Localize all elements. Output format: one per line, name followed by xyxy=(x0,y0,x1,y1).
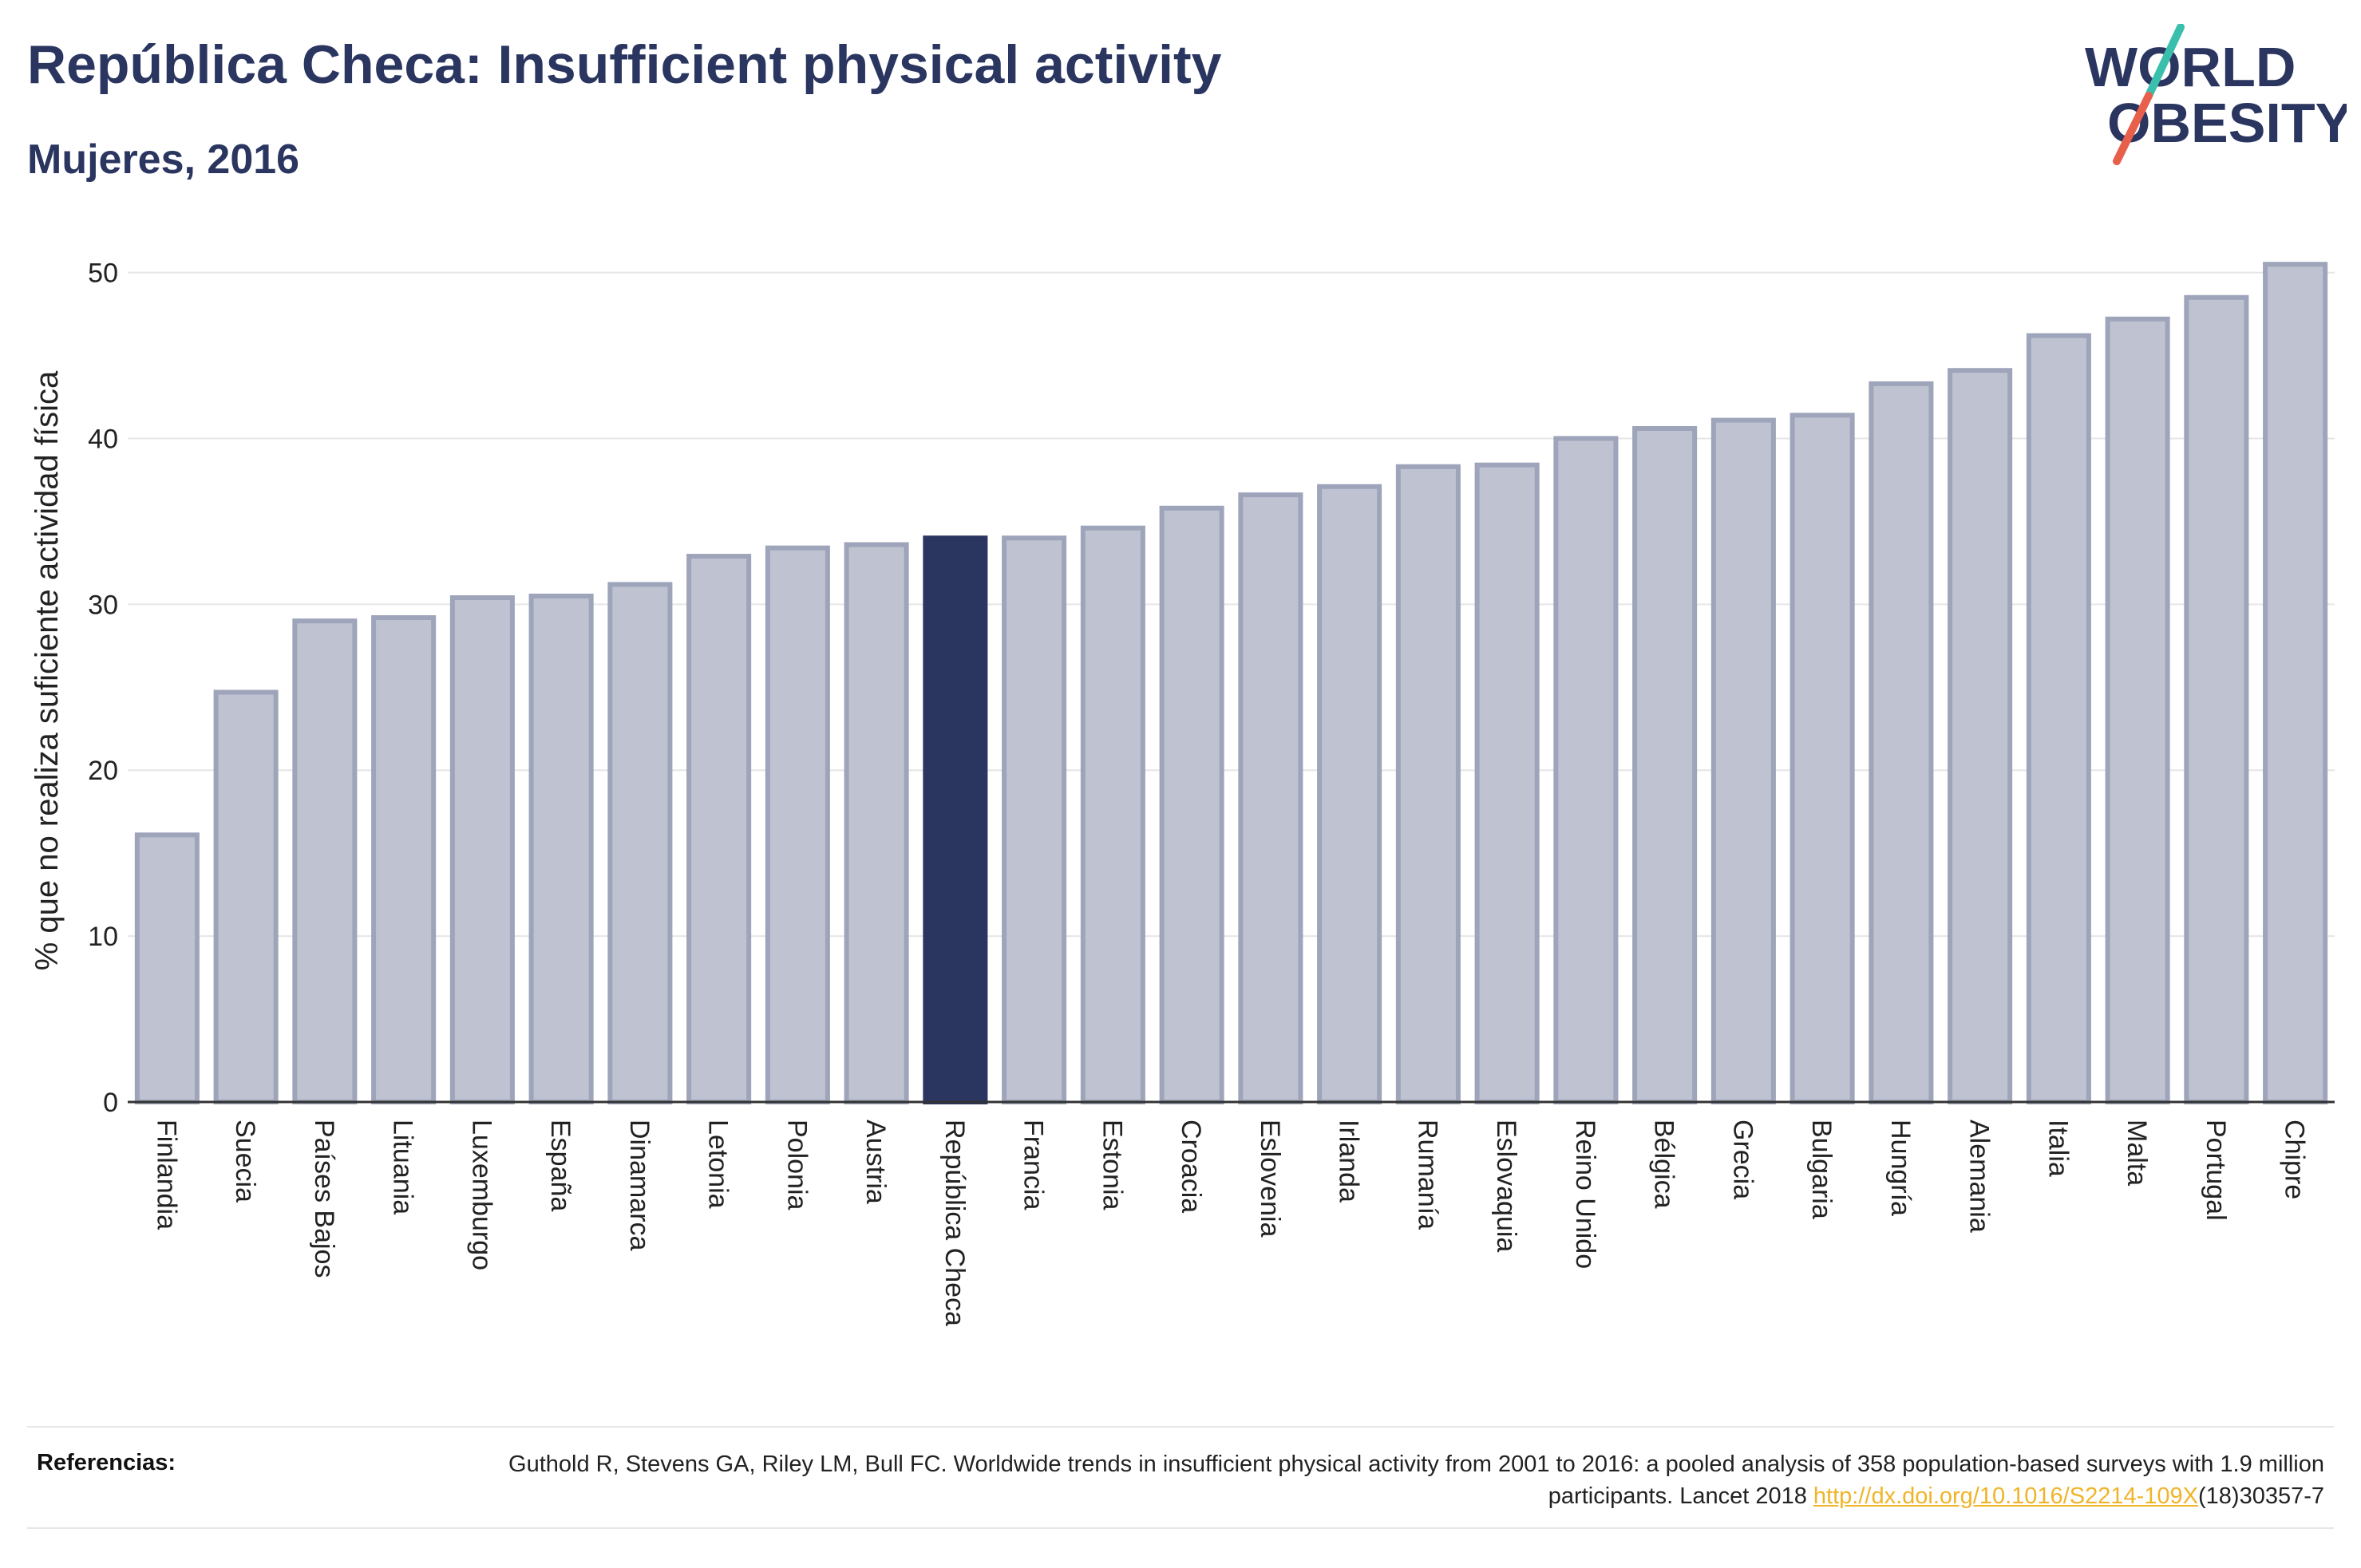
x-tick-label: Croacia xyxy=(1176,1120,1206,1213)
bar-17 xyxy=(1474,462,1540,1104)
references-text: Guthold R, Stevens GA, Riley LM, Bull FC… xyxy=(488,1448,2324,1512)
bar-12 xyxy=(1080,525,1145,1104)
bar-14 xyxy=(1238,492,1303,1104)
bar-13 xyxy=(1159,505,1224,1104)
x-tick-label: Francia xyxy=(1018,1120,1049,1210)
logo-slash-coral xyxy=(2113,92,2153,165)
x-tick-label: Letonia xyxy=(703,1120,734,1209)
bar-16 xyxy=(1395,464,1461,1104)
logo-slash-teal xyxy=(2145,24,2185,100)
y-tick-label: 40 xyxy=(88,424,118,454)
bar-3 xyxy=(371,614,437,1104)
references-citation: Guthold R, Stevens GA, Riley LM, Bull FC… xyxy=(508,1451,2324,1509)
bar-21 xyxy=(1790,413,1855,1104)
x-tick-label: Chipre xyxy=(2280,1120,2310,1199)
x-tick-label: Polonia xyxy=(781,1120,812,1211)
bar-10 xyxy=(923,535,988,1104)
world-obesity-logo: WORLD OBESITY xyxy=(2085,24,2347,165)
x-tick-label: Estonia xyxy=(1097,1120,1127,1210)
bar-27 xyxy=(2263,262,2328,1104)
y-tick-label: 30 xyxy=(88,590,118,620)
y-axis-label: % que no realiza suficiente actividad fí… xyxy=(30,370,65,970)
y-tick-label: 20 xyxy=(88,756,118,786)
x-tick-label: Hungría xyxy=(1885,1120,1916,1216)
chart-title: República Checa: Insufficient physical a… xyxy=(27,34,1222,95)
x-tick-label: España xyxy=(545,1120,575,1211)
x-tick-label: Eslovenia xyxy=(1255,1120,1285,1238)
x-tick-label: Grecia xyxy=(1727,1120,1758,1199)
x-tick-label: Portugal xyxy=(2201,1120,2231,1221)
bar-4 xyxy=(449,595,515,1104)
x-tick-label: Luxemburgo xyxy=(466,1120,496,1270)
x-tick-label: Italia xyxy=(2043,1120,2073,1177)
bar-24 xyxy=(2026,333,2091,1105)
x-tick-label: Suecia xyxy=(230,1120,260,1203)
x-tick-label: Dinamarca xyxy=(624,1120,655,1250)
x-tick-label: Bulgaria xyxy=(1806,1120,1837,1219)
bar-6 xyxy=(607,582,673,1104)
y-tick-label: 50 xyxy=(88,259,118,289)
bar-5 xyxy=(528,593,594,1104)
chart-subtitle: Mujeres, 2016 xyxy=(27,136,300,183)
bar-15 xyxy=(1317,484,1382,1104)
references-citation-suffix: (18)30357-7 xyxy=(2198,1483,2324,1509)
bar-20 xyxy=(1710,417,1776,1104)
bar-19 xyxy=(1632,425,1698,1104)
x-tick-label: Reino Unido xyxy=(1570,1120,1600,1269)
bar-26 xyxy=(2184,294,2249,1104)
x-tick-label: Lituania xyxy=(388,1120,418,1215)
y-tick-label: 0 xyxy=(103,1088,118,1118)
logo-text-world: WORLD xyxy=(2085,36,2296,98)
x-tick-label: Alemania xyxy=(1964,1120,1995,1233)
bar-0 xyxy=(134,832,200,1105)
x-tick-label: Austria xyxy=(860,1120,891,1204)
bar-25 xyxy=(2105,316,2170,1104)
references-label: Referencias: xyxy=(37,1450,176,1475)
bar-1 xyxy=(213,689,279,1104)
bar-7 xyxy=(686,554,752,1104)
bar-11 xyxy=(1002,535,1067,1104)
x-tick-label: Malta xyxy=(2122,1120,2152,1186)
x-tick-label: Países Bajos xyxy=(309,1120,339,1278)
bar-23 xyxy=(1948,368,2013,1105)
bar-2 xyxy=(292,618,358,1104)
references-doi-link[interactable]: http://dx.doi.org/10.1016/S2214-109X xyxy=(1813,1483,2198,1509)
x-tick-label: Finlandia xyxy=(151,1120,181,1230)
y-tick-label: 10 xyxy=(88,922,118,952)
bar-8 xyxy=(765,545,830,1104)
bar-22 xyxy=(1869,381,1934,1104)
x-tick-label: República Checa xyxy=(939,1120,970,1326)
x-tick-label: Eslovaquia xyxy=(1491,1120,1521,1252)
bar-18 xyxy=(1553,436,1619,1104)
x-tick-label: Rumanía xyxy=(1412,1120,1442,1230)
references-box: Referencias: Guthold R, Stevens GA, Rile… xyxy=(27,1426,2334,1529)
x-tick-label: Irlanda xyxy=(1334,1120,1364,1203)
x-tick-label: Bélgica xyxy=(1649,1120,1679,1209)
bar-chart: 0 10 20 30 40 50 % que no realiza suficiente a… xyxy=(30,259,2335,1326)
bar-9 xyxy=(844,542,909,1104)
